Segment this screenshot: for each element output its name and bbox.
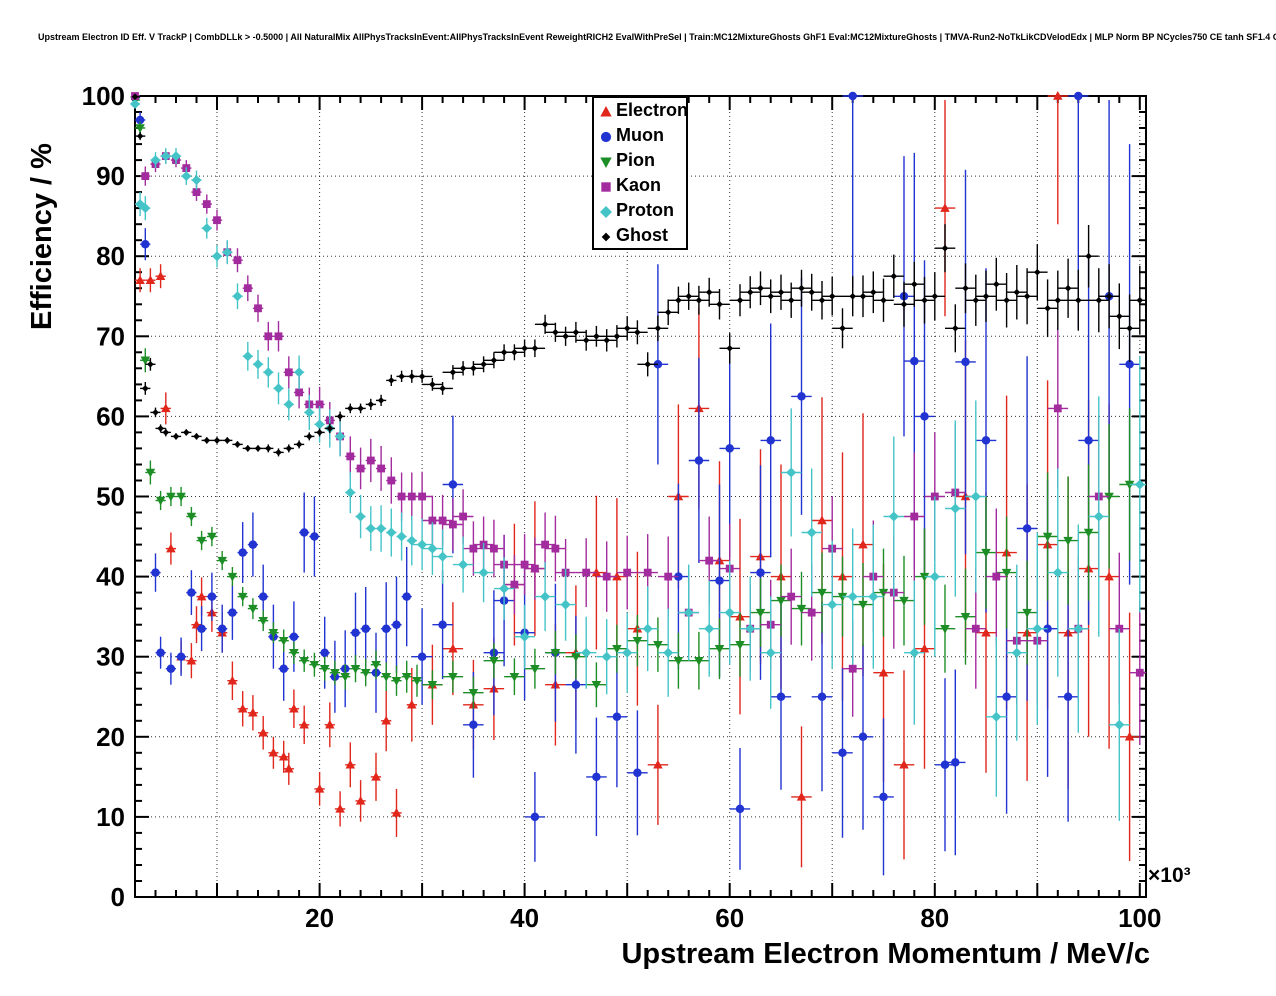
legend-label-electron: Electron	[616, 100, 689, 120]
svg-text:40: 40	[96, 562, 125, 592]
kaon-marker-icon	[598, 178, 614, 194]
legend-label-ghost: Ghost	[616, 225, 668, 245]
svg-text:60: 60	[96, 401, 125, 431]
svg-text:50: 50	[96, 482, 125, 512]
legend-item-proton: Proton	[594, 198, 686, 223]
svg-text:30: 30	[96, 642, 125, 672]
proton-marker-icon	[598, 203, 614, 219]
legend-item-muon: Muon	[594, 123, 686, 148]
legend-label-muon: Muon	[616, 125, 664, 145]
x-axis-title: Upstream Electron Momentum / MeV/c	[621, 938, 1150, 970]
svg-text:10: 10	[96, 802, 125, 832]
svg-text:80: 80	[96, 241, 125, 271]
svg-text:20: 20	[305, 903, 334, 933]
y-axis-title: Efficiency / %	[26, 143, 58, 330]
muon-marker-icon	[598, 128, 614, 144]
svg-text:60: 60	[715, 903, 744, 933]
legend-label-kaon: Kaon	[616, 175, 661, 195]
svg-text:90: 90	[96, 161, 125, 191]
legend-label-proton: Proton	[616, 200, 674, 220]
svg-text:100: 100	[82, 81, 125, 111]
legend-item-electron: Electron	[594, 98, 689, 123]
svg-text:20: 20	[96, 722, 125, 752]
legend-item-kaon: Kaon	[594, 173, 686, 198]
svg-text:0: 0	[111, 882, 125, 912]
svg-text:40: 40	[510, 903, 539, 933]
svg-text:100: 100	[1118, 903, 1161, 933]
plot-title: Upstream Electron ID Eff. V TrackP | Com…	[38, 32, 1276, 42]
legend-item-ghost: Ghost	[594, 223, 686, 248]
chart-legend: Electron Muon Pion Kaon Proton Ghost	[592, 96, 688, 250]
svg-text:70: 70	[96, 321, 125, 351]
electron-marker-icon	[598, 103, 614, 119]
legend-item-pion: Pion	[594, 148, 686, 173]
ghost-marker-icon	[598, 228, 614, 244]
svg-text:80: 80	[920, 903, 949, 933]
pion-marker-icon	[598, 153, 614, 169]
x-axis-exponent: ×10³	[1148, 864, 1191, 887]
legend-label-pion: Pion	[616, 150, 655, 170]
